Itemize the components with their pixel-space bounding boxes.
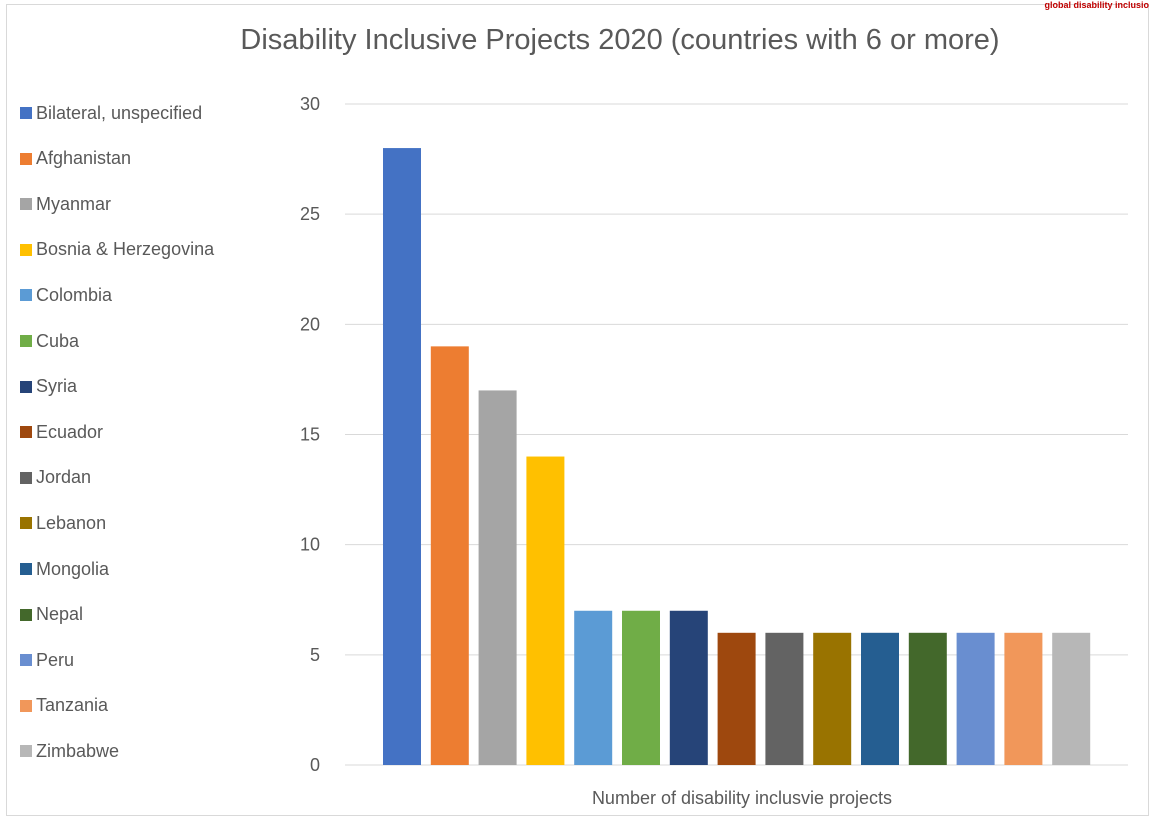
bar-syria <box>669 610 708 765</box>
y-tick-label: 30 <box>300 94 320 114</box>
bar-mongolia <box>861 632 899 765</box>
y-tick-label: 20 <box>300 314 320 334</box>
bar-ecuador <box>717 632 756 765</box>
legend-item: Nepal <box>20 603 83 627</box>
legend-item: Ecuador <box>20 420 103 444</box>
y-tick-label: 15 <box>300 425 320 445</box>
y-tick-label: 5 <box>310 645 320 665</box>
legend-item: Colombia <box>20 283 112 307</box>
legend-label: Ecuador <box>36 421 104 442</box>
legend-swatch <box>20 380 32 393</box>
legend-swatch <box>20 654 32 667</box>
legend-item: Bosnia & Herzegovina <box>20 238 214 262</box>
chart-title: Disability Inclusive Projects 2020 (coun… <box>240 24 1000 56</box>
legend-swatch <box>20 289 32 302</box>
bar-myanmar <box>478 390 517 765</box>
legend-swatch <box>20 608 32 621</box>
y-tick-label: 0 <box>310 755 320 775</box>
bar-bosnia-herzegovina <box>526 456 565 765</box>
bar-zimbabwe <box>1052 632 1091 765</box>
bar-cuba <box>622 610 660 765</box>
legend-swatch <box>20 107 32 119</box>
legend-item: Afghanistan <box>20 147 131 171</box>
legend-label: Zimbabwe <box>36 740 120 761</box>
legend-label: Syria <box>36 376 78 397</box>
legend-swatch <box>20 699 32 712</box>
legend-item: Syria <box>20 375 77 399</box>
bar-nepal <box>908 632 947 765</box>
legend-swatch <box>20 426 32 439</box>
legend-label: Lebanon <box>36 512 107 533</box>
bar-colombia <box>574 610 613 765</box>
legend-item: Jordan <box>20 466 91 490</box>
legend-label: Cuba <box>36 330 80 351</box>
legend-label: Peru <box>36 649 75 670</box>
legend-label: Bosnia & Herzegovina <box>36 239 215 260</box>
bar-peru <box>956 632 995 765</box>
legend-item: Cuba <box>20 329 79 353</box>
bar-tanzania <box>1004 632 1043 765</box>
legend-item: Tanzania <box>20 694 108 718</box>
legend-label: Colombia <box>36 284 113 305</box>
y-tick-label: 25 <box>300 204 320 224</box>
legend-item: Mongolia <box>20 557 109 581</box>
legend-label: Mongolia <box>36 558 110 579</box>
legend-item: Myanmar <box>20 192 111 216</box>
legend-swatch <box>20 152 32 165</box>
legend-label: Afghanistan <box>36 148 132 169</box>
bar-jordan <box>765 632 804 765</box>
legend-swatch <box>20 563 32 575</box>
legend-item: Lebanon <box>20 511 106 535</box>
legend-item: Bilateral, unspecified <box>20 101 202 125</box>
bar-bilateral-unspecified <box>383 148 421 766</box>
legend-swatch <box>20 243 32 256</box>
legend-label: Myanmar <box>36 193 112 214</box>
legend-swatch <box>20 517 32 530</box>
legend-label: Bilateral, unspecified <box>36 102 203 123</box>
legend-swatch <box>20 745 32 758</box>
bar-afghanistan <box>430 346 469 765</box>
legend-label: Tanzania <box>36 695 109 716</box>
legend-item: Peru <box>20 648 74 672</box>
watermark-text: global disability inclusio <box>1044 0 1149 10</box>
legend-swatch <box>20 198 32 211</box>
legend-item: Zimbabwe <box>20 739 119 763</box>
legend-label: Nepal <box>36 604 84 625</box>
bar-lebanon <box>813 632 852 765</box>
x-axis-label: Number of disability inclusvie projects <box>592 788 892 808</box>
y-tick-label: 10 <box>300 535 320 555</box>
legend-swatch <box>20 471 32 484</box>
legend-swatch <box>20 335 32 347</box>
legend-label: Jordan <box>36 467 92 488</box>
